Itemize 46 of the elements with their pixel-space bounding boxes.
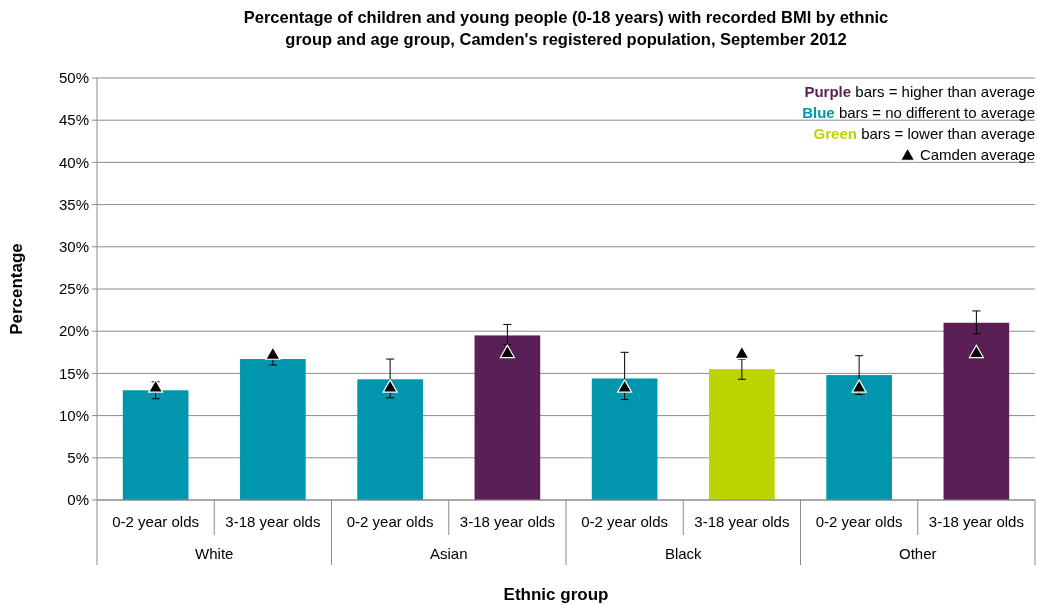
bar <box>240 359 306 500</box>
y-tick-label: 30% <box>58 238 89 256</box>
y-tick-label: 15% <box>58 364 89 382</box>
y-tick-label: 35% <box>58 195 89 213</box>
x-tick-label: 3-18 year olds <box>928 513 1024 530</box>
text: Other <box>898 545 937 562</box>
y-tick-label: 0% <box>67 491 89 509</box>
bar <box>474 335 541 500</box>
bar <box>357 379 423 500</box>
annotation: Green bars = lower than average <box>813 125 1035 142</box>
x-tick-label: 3-18 year olds <box>225 513 321 530</box>
annotation: Blue bars = no different to average <box>802 104 1035 121</box>
bar <box>826 375 892 500</box>
y-tick-label: 5% <box>67 449 89 467</box>
text: Asian <box>429 545 468 562</box>
chart-title: Percentage of children and young people (0-18 years) with recorded BMI by ethnic group and age group, Camden's registered population, September 2012 <box>243 8 889 48</box>
text: Black <box>664 545 703 562</box>
y-tick-label: 25% <box>58 280 89 298</box>
annotation: Purple bars = higher than average <box>804 83 1035 100</box>
bar <box>122 390 189 500</box>
point <box>499 344 515 359</box>
x-tick-label: 0-2 year olds <box>346 513 434 530</box>
point <box>734 345 750 359</box>
legend-label: Camden average <box>919 146 1035 163</box>
y-tick-label: 20% <box>58 322 89 340</box>
y-tick-label: 50% <box>58 69 89 87</box>
point <box>148 379 164 393</box>
x-tick-label: 3-18 year olds <box>694 513 790 530</box>
point <box>265 346 281 360</box>
y-tick-label: 45% <box>58 111 89 129</box>
y-axis-title: Percentage <box>7 243 26 335</box>
x-tick-label: 0-2 year olds <box>112 513 199 530</box>
point <box>617 379 633 393</box>
y-tick-label: 10% <box>58 406 89 424</box>
bar <box>591 378 658 500</box>
bar <box>709 369 775 500</box>
point <box>851 379 867 393</box>
text: White <box>195 545 234 562</box>
x-tick-label: 3-18 year olds <box>459 513 555 530</box>
x-tick-label: 0-2 year olds <box>581 513 668 530</box>
x-axis-title: Ethnic group <box>503 585 609 604</box>
y-tick-label: 40% <box>58 153 89 171</box>
point <box>968 344 984 359</box>
point <box>382 379 398 393</box>
bar <box>943 322 1010 500</box>
x-tick-label: 0-2 year olds <box>815 513 903 530</box>
